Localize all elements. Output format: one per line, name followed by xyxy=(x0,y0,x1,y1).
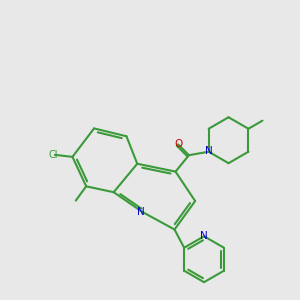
Text: N: N xyxy=(200,231,208,241)
Text: N: N xyxy=(137,207,145,218)
Text: O: O xyxy=(174,140,182,149)
Text: N: N xyxy=(205,146,212,156)
Text: Cl: Cl xyxy=(49,150,58,160)
